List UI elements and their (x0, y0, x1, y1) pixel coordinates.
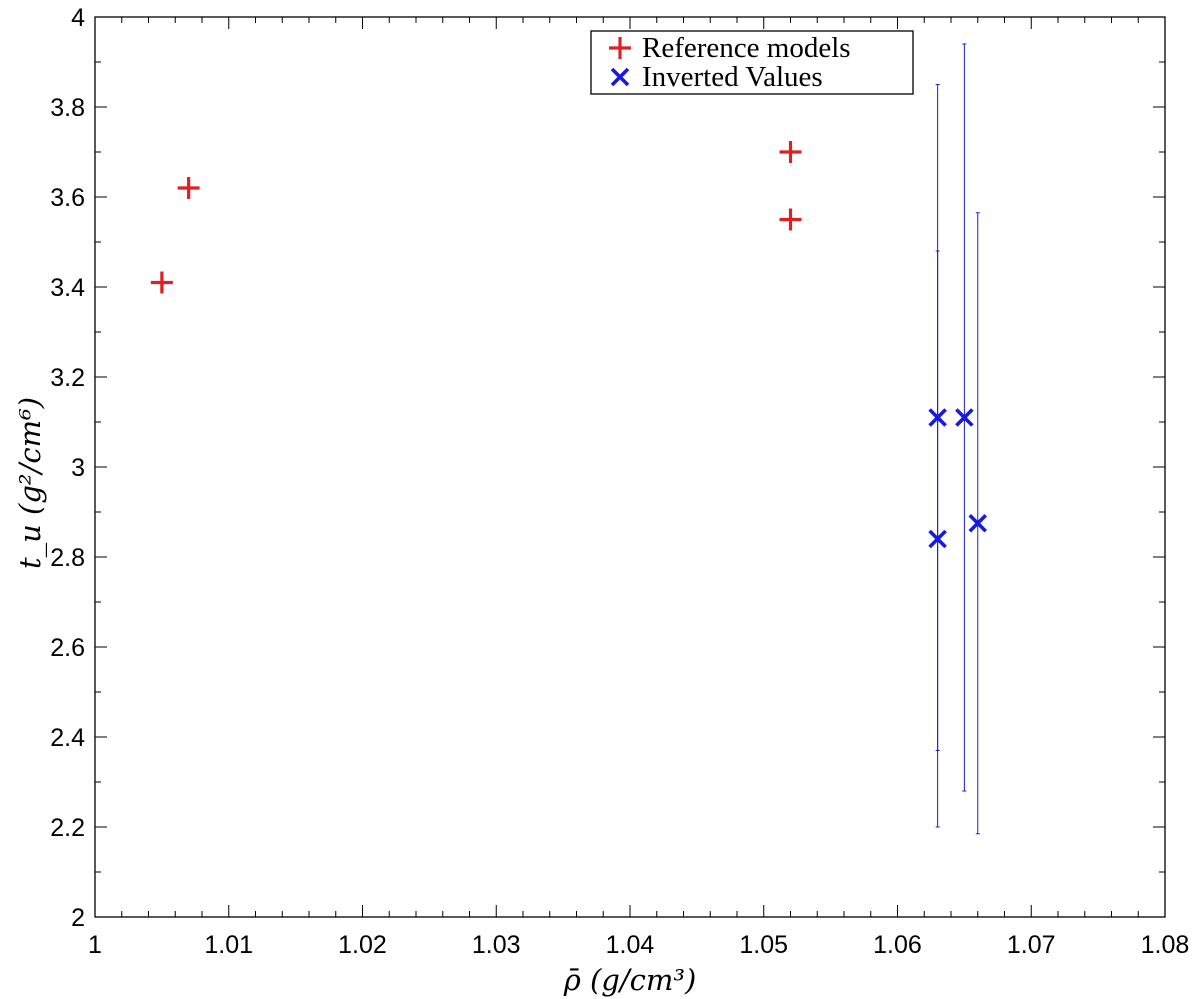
x-tick-label: 1.05 (739, 931, 788, 959)
x-tick-label: 1 (88, 931, 102, 959)
x-marker-stroke-b (968, 513, 988, 533)
x-marker-stroke-b (955, 408, 974, 427)
x-tick-label: 1.02 (338, 931, 387, 959)
x-axis-label: ρ̄ (g/cm³) (563, 963, 697, 997)
x-tick-label: 1.06 (873, 931, 922, 959)
legend-label: Reference models (642, 32, 851, 64)
inverted-value-point (968, 513, 988, 533)
y-tick-label: 3.4 (50, 274, 85, 302)
minor-ticks (95, 17, 1165, 917)
inverted-value-point (928, 529, 947, 549)
y-tick-label: 2 (71, 904, 85, 932)
y-tick-label: 4 (71, 4, 85, 32)
y-tick-label: 2.2 (50, 814, 85, 842)
x-marker-stroke-b (928, 529, 947, 549)
x-tick-label: 1.03 (472, 931, 521, 959)
x-tick-labels: 1 1.01 1.02 1.03 1.04 1.05 1.06 1.07 1.08 (88, 931, 1189, 959)
y-tick-label: 2.4 (50, 724, 85, 752)
legend-entry: Reference models (609, 32, 851, 64)
reference-model-point (177, 177, 200, 199)
x-marker-stroke-b (610, 67, 630, 87)
y-tick-label: 2.8 (50, 544, 85, 572)
x-tick-label: 1.07 (1007, 931, 1056, 959)
y-tick-label: 3 (71, 454, 85, 482)
x-tick-label: 1.08 (1141, 931, 1190, 959)
data-markers (150, 141, 988, 549)
x-tick-label: 1.04 (606, 931, 655, 959)
y-tick-labels: 2 2.2 2.4 2.6 2.8 3 3.2 3.4 3.6 3.8 4 (50, 4, 85, 932)
legend-label: Inverted Values (642, 61, 823, 93)
legend-plus-icon (609, 37, 631, 59)
y-tick-label: 3.2 (50, 364, 85, 392)
plot-background (95, 17, 1165, 917)
legend-entry: Inverted Values (610, 61, 823, 93)
reference-model-point (779, 141, 802, 163)
y-tick-label: 3.8 (50, 94, 85, 122)
y-axis-label: t_u (g²/cm⁶) (13, 397, 48, 569)
y-tick-label: 2.6 (50, 634, 85, 662)
inverted-value-point (928, 408, 947, 427)
reference-model-point (150, 271, 173, 294)
legend-box (590, 30, 914, 95)
x-tick-label: 1.01 (204, 931, 253, 959)
inverted-value-point (955, 408, 974, 427)
plot-frame (94, 16, 1166, 918)
reference-model-point (779, 208, 802, 231)
x-marker-stroke-b (928, 408, 947, 427)
legend-x-icon (610, 67, 630, 87)
y-tick-label: 3.6 (50, 184, 85, 212)
